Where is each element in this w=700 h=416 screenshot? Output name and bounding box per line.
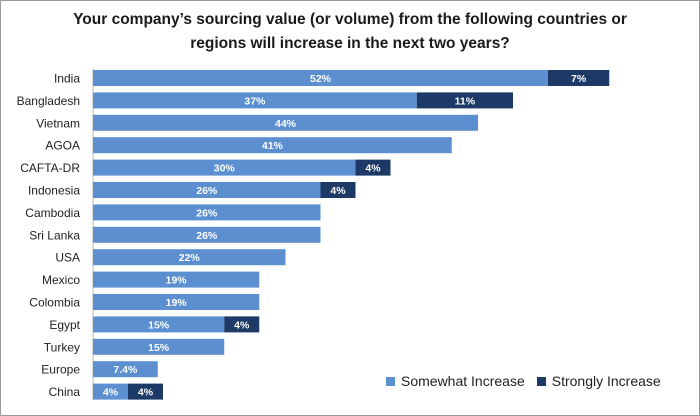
bar-strongly	[128, 383, 163, 400]
data-label: 26%	[196, 185, 218, 197]
bar-somewhat	[93, 159, 356, 176]
data-label: 19%	[166, 297, 188, 309]
bar-somewhat	[93, 294, 260, 310]
bar-strongly	[320, 182, 356, 198]
data-label: 37%	[244, 95, 266, 107]
data-label: 4%	[103, 387, 119, 399]
data-label: 26%	[196, 207, 218, 219]
bar-strongly	[416, 92, 513, 109]
chart-title-line-1: Your company’s sourcing value (or volume…	[73, 11, 627, 28]
category-label: Cambodia	[25, 206, 80, 220]
data-label: 22%	[179, 252, 201, 264]
bar-somewhat	[93, 92, 417, 109]
legend-swatch-strongly	[536, 376, 546, 386]
category-label: China	[49, 385, 81, 399]
data-label: 52%	[310, 73, 332, 85]
data-label: 4%	[234, 319, 250, 331]
bar-somewhat	[93, 114, 478, 131]
data-label: 4%	[138, 387, 154, 399]
bar-somewhat	[93, 361, 158, 378]
category-label: CAFTA-DR	[20, 161, 80, 175]
data-label: 11%	[455, 95, 476, 107]
category-label: Egypt	[49, 318, 80, 332]
legend-item-somewhat: Somewhat Increase	[386, 373, 525, 389]
bar-somewhat	[93, 204, 321, 221]
bar-strongly	[355, 159, 391, 176]
data-label: 26%	[196, 230, 218, 242]
category-label: Colombia	[29, 296, 80, 310]
category-label: AGOA	[45, 139, 80, 153]
bar-somewhat	[93, 316, 225, 333]
data-label: 41%	[262, 140, 284, 152]
data-label: 4%	[330, 185, 346, 197]
data-label: 15%	[148, 319, 170, 331]
chart-title: Your company’s sourcing value (or volume…	[40, 8, 660, 56]
bar-somewhat	[93, 271, 260, 288]
bar-strongly	[548, 70, 610, 86]
category-label: Vietnam	[36, 116, 80, 130]
chart-legend: Somewhat Increase Strongly Increase	[386, 373, 673, 389]
legend-label-somewhat: Somewhat Increase	[401, 373, 525, 389]
data-label: 7%	[571, 73, 587, 85]
chart-title-line-2: regions will increase in the next two ye…	[190, 35, 510, 52]
category-label: Bangladesh	[17, 94, 80, 108]
data-label: 15%	[148, 342, 170, 354]
data-label: 30%	[214, 163, 236, 175]
category-label: Indonesia	[28, 184, 80, 198]
bar-somewhat	[93, 383, 128, 400]
bar-somewhat	[93, 338, 225, 355]
category-label: Europe	[41, 363, 80, 377]
data-label: 19%	[166, 275, 188, 287]
category-label: Turkey	[44, 340, 80, 354]
category-label: USA	[55, 251, 80, 265]
bar-somewhat	[93, 249, 286, 266]
bar-somewhat	[93, 137, 452, 154]
bar-strongly	[224, 316, 260, 333]
legend-item-strongly: Strongly Increase	[536, 373, 661, 389]
bar-somewhat	[93, 70, 548, 86]
data-label: 7.4%	[113, 364, 138, 376]
bar-somewhat	[93, 182, 321, 198]
category-label: India	[54, 72, 80, 86]
category-label: Sri Lanka	[29, 228, 80, 242]
data-label: 44%	[275, 118, 297, 130]
category-label: Mexico	[42, 273, 80, 287]
data-label: 4%	[365, 163, 381, 175]
legend-label-strongly: Strongly Increase	[551, 373, 661, 389]
legend-swatch-somewhat	[386, 376, 395, 386]
bar-somewhat	[93, 226, 321, 243]
